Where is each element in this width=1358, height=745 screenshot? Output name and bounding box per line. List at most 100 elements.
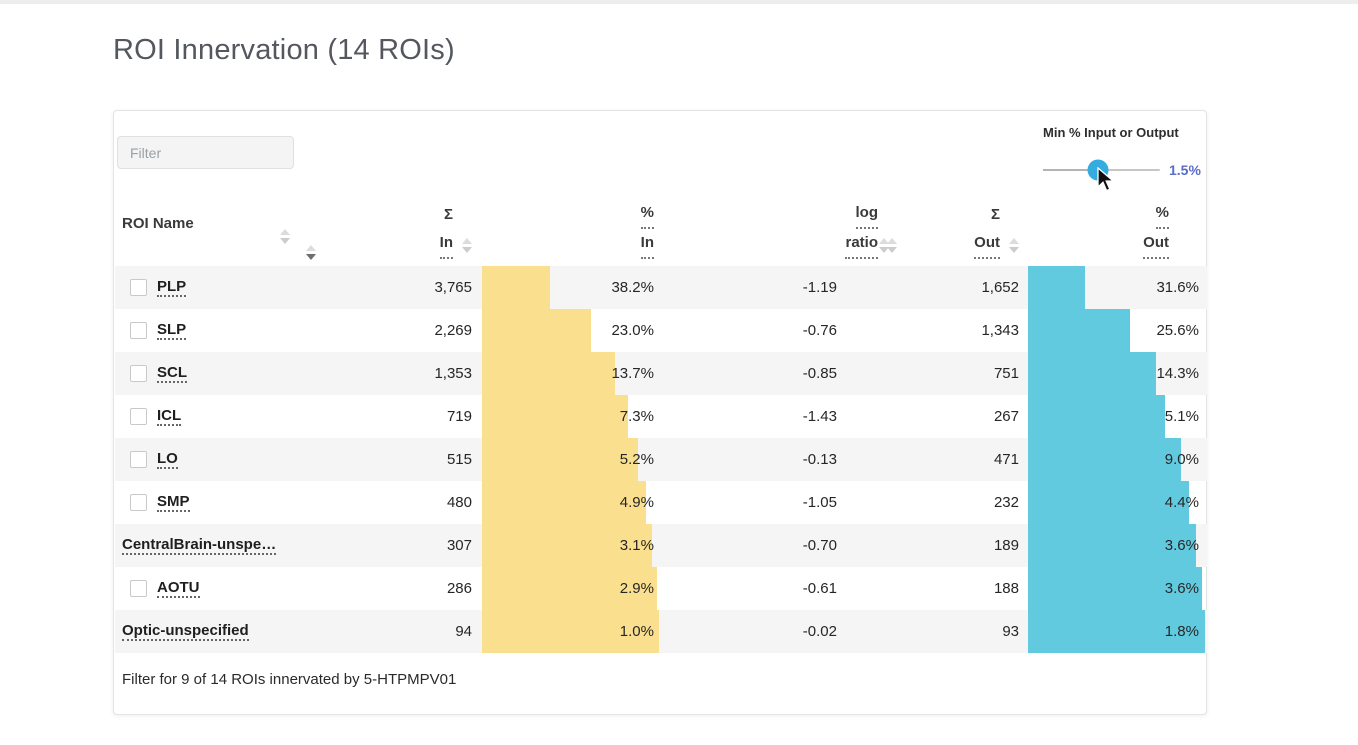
column-header-sum-in[interactable]: Σ In: [355, 196, 472, 266]
table-row[interactable]: ICL 719 7.3% -1.43 267 5.1%: [115, 395, 1207, 438]
cell-gap: [1019, 524, 1028, 567]
roi-name-cell: LO: [115, 438, 355, 481]
sum-out-label: Out: [974, 229, 1000, 259]
sum-out-value: 189: [993, 537, 1019, 554]
log-ratio-value: -0.70: [802, 537, 837, 554]
cell-gap: [1019, 610, 1028, 653]
cell-gap: [1019, 352, 1028, 395]
pct-out-cell: 14.3%: [1028, 352, 1207, 395]
column-header-sum-out[interactable]: Σ Out: [837, 196, 1019, 266]
table-row[interactable]: CentralBrain-unspe… 307 3.1% -0.70 189 3.6%: [115, 524, 1207, 567]
pct-in-bar: [482, 395, 629, 438]
cell-gap: [1019, 481, 1028, 524]
pct-in-cell: 2.9%: [482, 567, 660, 610]
sum-out-value: 188: [993, 580, 1019, 597]
sum-out-value: 232: [993, 494, 1019, 511]
pct-in-bar: [482, 309, 591, 352]
column-header-roi-name[interactable]: ROI Name: [115, 196, 355, 266]
pct-in-value: 23.0%: [611, 322, 654, 339]
log-ratio-value: -0.76: [802, 322, 837, 339]
sum-in-value: 3,765: [434, 279, 472, 296]
roi-name-cell: SCL: [115, 352, 355, 395]
roi-name-header-label: ROI Name: [122, 215, 194, 232]
log-ratio-value: -0.85: [802, 365, 837, 382]
roi-name-link[interactable]: Optic-unspecified: [122, 622, 249, 641]
pct-out-symbol: %: [1155, 199, 1169, 229]
table-row[interactable]: PLP 3,765 38.2% -1.19 1,652 31.6%: [115, 266, 1207, 309]
row-checkbox[interactable]: [130, 580, 147, 597]
cell-gap: [1019, 567, 1028, 610]
roi-name-cell: SLP: [115, 309, 355, 352]
roi-name-link[interactable]: CentralBrain-unspe…: [122, 536, 277, 555]
header-gap: [472, 196, 482, 266]
pct-out-bar: [1028, 438, 1182, 481]
row-checkbox[interactable]: [130, 451, 147, 468]
cell-gap: [472, 352, 482, 395]
sum-in-value: 94: [455, 623, 472, 640]
pct-out-value: 1.8%: [1164, 623, 1199, 640]
pct-out-label: Out: [1143, 229, 1169, 259]
pct-in-value: 2.9%: [619, 580, 654, 597]
pct-in-value: 7.3%: [619, 408, 654, 425]
cell-gap: [472, 438, 482, 481]
table-row[interactable]: SMP 480 4.9% -1.05 232 4.4%: [115, 481, 1207, 524]
sort-caret-desc-icon[interactable]: [306, 245, 316, 260]
table-row[interactable]: SLP 2,269 23.0% -0.76 1,343 25.6%: [115, 309, 1207, 352]
top-border: [0, 0, 1358, 4]
roi-name-link[interactable]: SCL: [157, 364, 187, 383]
sort-caret-icon[interactable]: [462, 238, 472, 253]
sort-caret-icon[interactable]: [887, 238, 897, 253]
table-row[interactable]: SCL 1,353 13.7% -0.85 751 14.3%: [115, 352, 1207, 395]
pct-out-bar: [1028, 352, 1156, 395]
row-checkbox[interactable]: [130, 408, 147, 425]
pct-in-label: In: [640, 229, 654, 259]
sort-caret-icon[interactable]: [1009, 238, 1019, 253]
roi-name-link[interactable]: SLP: [157, 321, 187, 340]
cell-gap: [472, 309, 482, 352]
pct-out-cell: 9.0%: [1028, 438, 1207, 481]
roi-name-link[interactable]: PLP: [157, 278, 187, 297]
sort-caret-icon[interactable]: [879, 238, 889, 253]
pct-in-value: 1.0%: [619, 623, 654, 640]
column-header-pct-in[interactable]: % In: [482, 196, 660, 266]
roi-name-link[interactable]: LO: [157, 450, 178, 469]
pct-in-value: 13.7%: [611, 365, 654, 382]
pct-in-bar: [482, 438, 638, 481]
column-header-log-ratio[interactable]: log ratio: [660, 196, 897, 266]
row-checkbox[interactable]: [130, 322, 147, 339]
row-checkbox[interactable]: [130, 494, 147, 511]
pct-out-bar: [1028, 309, 1131, 352]
row-checkbox[interactable]: [130, 279, 147, 296]
pct-out-value: 3.6%: [1164, 580, 1199, 597]
roi-name-link[interactable]: AOTU: [157, 579, 200, 598]
header-gap: [1019, 196, 1028, 266]
slider-label: Min % Input or Output: [1043, 125, 1179, 140]
pct-in-cell: 1.0%: [482, 610, 660, 653]
pct-out-bar: [1028, 567, 1202, 610]
log-ratio-value: -1.19: [802, 279, 837, 296]
table-row[interactable]: AOTU 286 2.9% -0.61 188 3.6%: [115, 567, 1207, 610]
pct-out-bar: [1028, 395, 1166, 438]
sum-out-value: 751: [993, 365, 1019, 382]
row-checkbox[interactable]: [130, 365, 147, 382]
roi-name-link[interactable]: ICL: [157, 407, 182, 426]
roi-name-link[interactable]: SMP: [157, 493, 190, 512]
table-header-row: ROI Name Σ In % In log ratio: [115, 196, 1207, 266]
log-ratio-value: -1.43: [802, 408, 837, 425]
table-footer-note: Filter for 9 of 14 ROIs innervated by 5-…: [122, 671, 457, 688]
roi-name-cell: CentralBrain-unspe…: [115, 524, 355, 567]
pct-out-cell: 4.4%: [1028, 481, 1207, 524]
table-row[interactable]: LO 515 5.2% -0.13 471 9.0%: [115, 438, 1207, 481]
roi-name-cell: Optic-unspecified: [115, 610, 355, 653]
sort-caret-icon[interactable]: [280, 229, 290, 244]
sum-out-value: 93: [1002, 623, 1019, 640]
log-ratio-value: -0.13: [802, 451, 837, 468]
filter-input[interactable]: [117, 136, 294, 169]
table-row[interactable]: Optic-unspecified 94 1.0% -0.02 93 1.8%: [115, 610, 1207, 653]
pct-in-bar: [482, 610, 659, 653]
column-header-pct-out[interactable]: % Out: [1028, 196, 1207, 266]
page-title: ROI Innervation (14 ROIs): [113, 34, 455, 66]
ratio-label: ratio: [845, 229, 878, 259]
slider-value: 1.5%: [1169, 162, 1201, 178]
cell-gap: [472, 524, 482, 567]
